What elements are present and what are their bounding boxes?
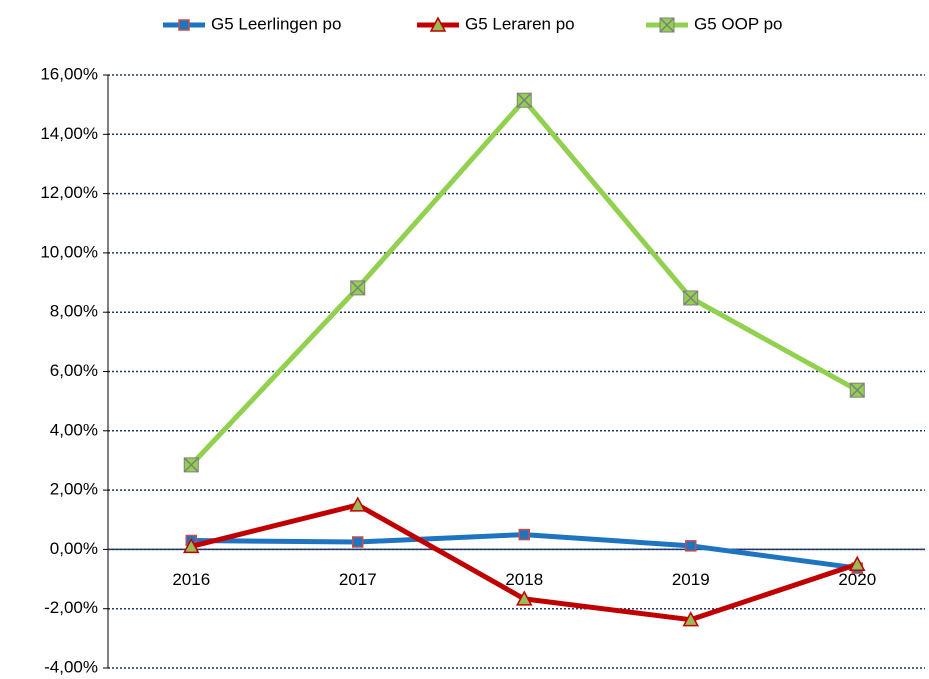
marker (682, 611, 700, 627)
marker (849, 382, 865, 398)
marker (352, 536, 364, 548)
marker-cross (183, 457, 199, 473)
marker (685, 540, 697, 552)
marker-shape (515, 590, 533, 606)
legend-label: G5 OOP po (694, 14, 783, 33)
marker-shape (352, 536, 364, 548)
legend-marker (429, 16, 447, 32)
marker-shape (178, 19, 190, 31)
marker-shape (182, 537, 200, 554)
x-tick-label: 2018 (505, 570, 543, 589)
marker-cross (683, 290, 699, 306)
marker (183, 457, 199, 473)
y-tick-label: 4,00% (50, 420, 98, 439)
legend-marker (659, 17, 675, 33)
marker (848, 555, 866, 571)
x-tick-label: 2019 (672, 570, 710, 589)
y-tick-label: -2,00% (44, 598, 98, 617)
legend-label: G5 Leraren po (465, 14, 575, 33)
marker-shape (349, 496, 367, 512)
marker-cross (516, 92, 532, 108)
marker (516, 92, 532, 108)
marker-cross (350, 280, 366, 296)
x-tick-label: 2016 (172, 570, 210, 589)
y-tick-label: 8,00% (50, 302, 98, 321)
legend-marker (178, 19, 190, 31)
marker (349, 496, 367, 512)
legend-label: G5 Leerlingen po (211, 14, 341, 33)
x-tick-label: 2020 (838, 570, 876, 589)
marker-cross (659, 17, 675, 33)
y-tick-label: 6,00% (50, 361, 98, 380)
x-tick-label: 2017 (339, 570, 377, 589)
marker (518, 528, 530, 541)
y-tick-label: 14,00% (40, 124, 98, 143)
marker-shape (518, 528, 530, 541)
marker-cross (849, 382, 865, 398)
marker (182, 537, 200, 554)
marker-shape (429, 16, 447, 32)
marker (350, 280, 366, 296)
marker-shape (682, 611, 700, 627)
marker (683, 290, 699, 306)
marker (515, 590, 533, 606)
marker-shape (848, 555, 866, 571)
y-tick-label: 16,00% (40, 64, 98, 83)
y-tick-label: 2,00% (50, 480, 98, 499)
y-tick-label: 0,00% (50, 539, 98, 558)
y-tick-label: -4,00% (44, 657, 98, 676)
y-tick-label: 10,00% (40, 242, 98, 261)
marker-shape (685, 540, 697, 552)
series-line (189, 97, 859, 467)
y-tick-label: 12,00% (40, 183, 98, 202)
